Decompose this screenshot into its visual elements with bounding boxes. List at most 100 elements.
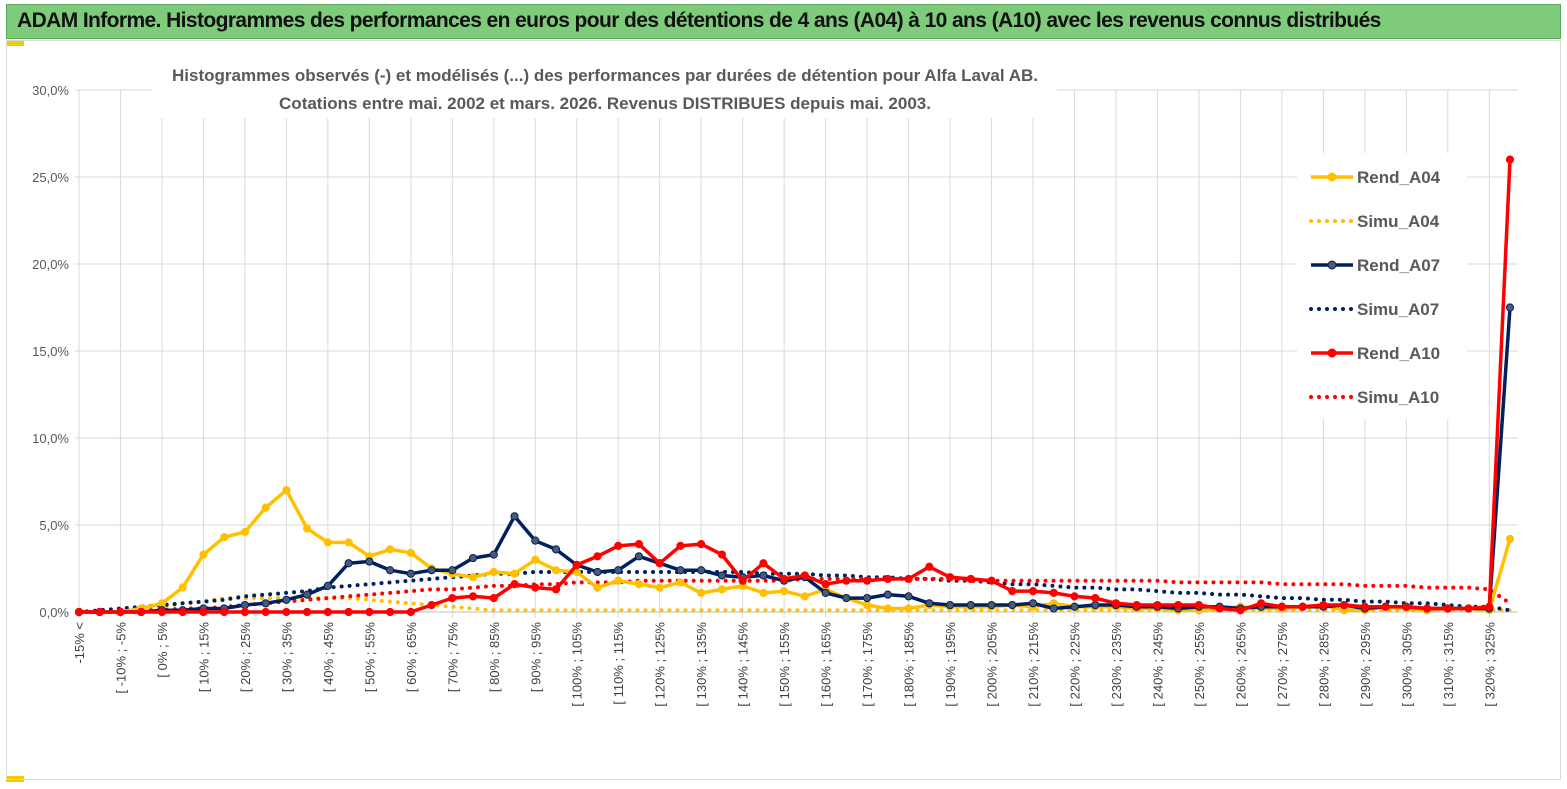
series-rend-a10-point [1236,606,1245,615]
series-rend-a04-point [240,527,250,537]
series-rend-a04-point [531,555,540,564]
series-rend-a10-point [883,574,892,584]
x-axis-ticks: -15% < [ -10% ; -5% [ 0% ; 5% [ 10% ; 15% [ … [72,622,1497,707]
series-rend-a10-point [945,573,955,582]
x-tick-label: [ 240% ; 245% [1150,622,1165,707]
series-rend-a07-point [240,600,250,610]
header-banner: ADAM Informe. Histogrammes des performan… [6,4,1561,39]
x-tick-label: [ 110% ; 115% [611,622,626,705]
legend-simu-a07-label: Simu_A07 [1357,300,1439,319]
series-rend-a10-point [634,540,644,549]
x-tick-label: [ 0% ; 5% [155,622,170,678]
series-rend-a10-point [323,607,332,617]
series-rend-a10-point [261,607,270,617]
series-rend-a07-point [385,566,395,575]
series-rend-a07-point [365,557,374,566]
legend-background [1297,153,1467,419]
series-rend-a04-point [800,592,809,601]
legend: Rend_A04 Simu_A04 Rend_A07 Simu_A07 Rend_A10… [1297,153,1467,419]
y-tick-label: 5,0% [39,518,69,533]
series-rend-a04-point [634,580,644,589]
x-tick-label: [ 60% ; 65% [404,622,419,693]
series-rend-a07-point [1070,602,1079,611]
series-rend-a07-point [427,566,436,575]
series-rend-a10-point [593,552,602,561]
series-rend-a04-point [1505,534,1515,544]
series-rend-a07-point [904,592,913,601]
legend-rend-a07-label: Rend_A07 [1357,256,1440,275]
series-rend-a10-point [1402,602,1411,611]
series-rend-a07-point [966,600,975,610]
legend-rend-a04-marker [1327,172,1337,182]
x-tick-label: [ 260% ; 265% [1233,622,1248,707]
series-rend-a07-point [344,559,353,568]
series-rend-a10-point [531,583,540,592]
series-rend-a10-point [1153,600,1162,610]
x-tick-label: [ 310% ; 315% [1441,622,1456,707]
series-rend-a07-point [987,600,996,610]
series-rend-a07-point [261,599,270,608]
series-rend-a04-point [551,566,561,575]
x-tick-label: [ 220% ; 225% [1067,622,1082,707]
series-rend-a07-point [1028,599,1038,608]
chart-title: Histogrammes observés (-) et modélisés (… [172,66,1038,85]
series-rend-a07-point [593,567,602,577]
x-tick-label: [ 120% ; 125% [653,622,668,707]
series-rend-a04-point [344,538,353,547]
chart-title-background [152,56,1057,118]
series-rend-a10-point [510,580,519,589]
chart-title-block: Histogrammes observés (-) et modélisés (… [152,56,1057,118]
x-tick-label: [ -10% ; -5% [113,622,128,694]
x-tick-label: [ 190% ; 195% [943,622,958,707]
series-rend-a10-point [178,607,187,617]
series-rend-a07-point [862,593,872,603]
x-tick-label: [ 40% ; 45% [321,622,336,693]
series-rend-a10-point [1298,602,1307,611]
series-rend-a04-point [614,576,623,585]
series-rend-a10-point [1008,587,1017,596]
series-rend-a04-point [282,486,291,495]
series-rend-a04-point [323,538,332,547]
y-axis-ticks: 0,0% 5,0% 10,0% 15,0% 20,0% 25,0% 30,0% [32,83,69,620]
series-rend-a04-point [883,604,892,613]
series-rend-a07-point [945,600,955,610]
series-rend-a07-point [489,550,498,559]
series-rend-a10-point [1194,600,1204,610]
series-rend-a04-point [862,600,872,610]
series-rend-a10-point [1111,599,1121,608]
series-rend-a10-point [800,571,809,580]
series-rend-a10-point [344,607,353,617]
series-rend-a07-point [448,566,457,575]
series-rend-a10-point [137,607,146,617]
x-tick-label: [ 250% ; 255% [1192,622,1207,707]
series-rend-a10-point [95,607,104,617]
series-rend-a04-point [593,583,602,592]
series-rend-a10-point [842,576,851,585]
series-rend-a10-point [1443,604,1452,613]
legend-rend-a07-marker [1327,260,1337,270]
x-tick-label: [ 160% ; 165% [819,622,834,707]
series-rend-a04-point [655,583,664,592]
series-rend-a10-point [385,607,395,617]
series-rend-a04-point [468,573,478,582]
series-rend-a10-point [717,550,727,559]
series-rend-a10-point [1257,599,1266,608]
series-rend-a10-point [1505,155,1515,164]
series-rend-a10-point [821,580,830,589]
x-tick-label: [ 100% ; 105% [570,622,585,707]
y-tick-label: 30,0% [32,83,69,98]
series-rend-a10-point [551,585,561,594]
x-tick-label: [ 230% ; 235% [1109,622,1124,707]
series-rend-a10-point [1174,600,1183,610]
series-rend-a10-point [904,574,913,584]
y-tick-label: 15,0% [32,344,69,359]
series-rend-a07-point [759,571,768,580]
x-tick-label: [ 70% ; 75% [445,622,460,693]
series-rend-a07-point [821,588,830,597]
series-rend-a10-point [365,607,374,617]
x-tick-label: -15% < [72,622,87,664]
series-rend-a04-point [406,548,415,557]
series-rend-a04-point [904,604,913,613]
x-tick-label: [ 150% ; 155% [777,622,792,707]
series-rend-a10-point [157,607,167,617]
